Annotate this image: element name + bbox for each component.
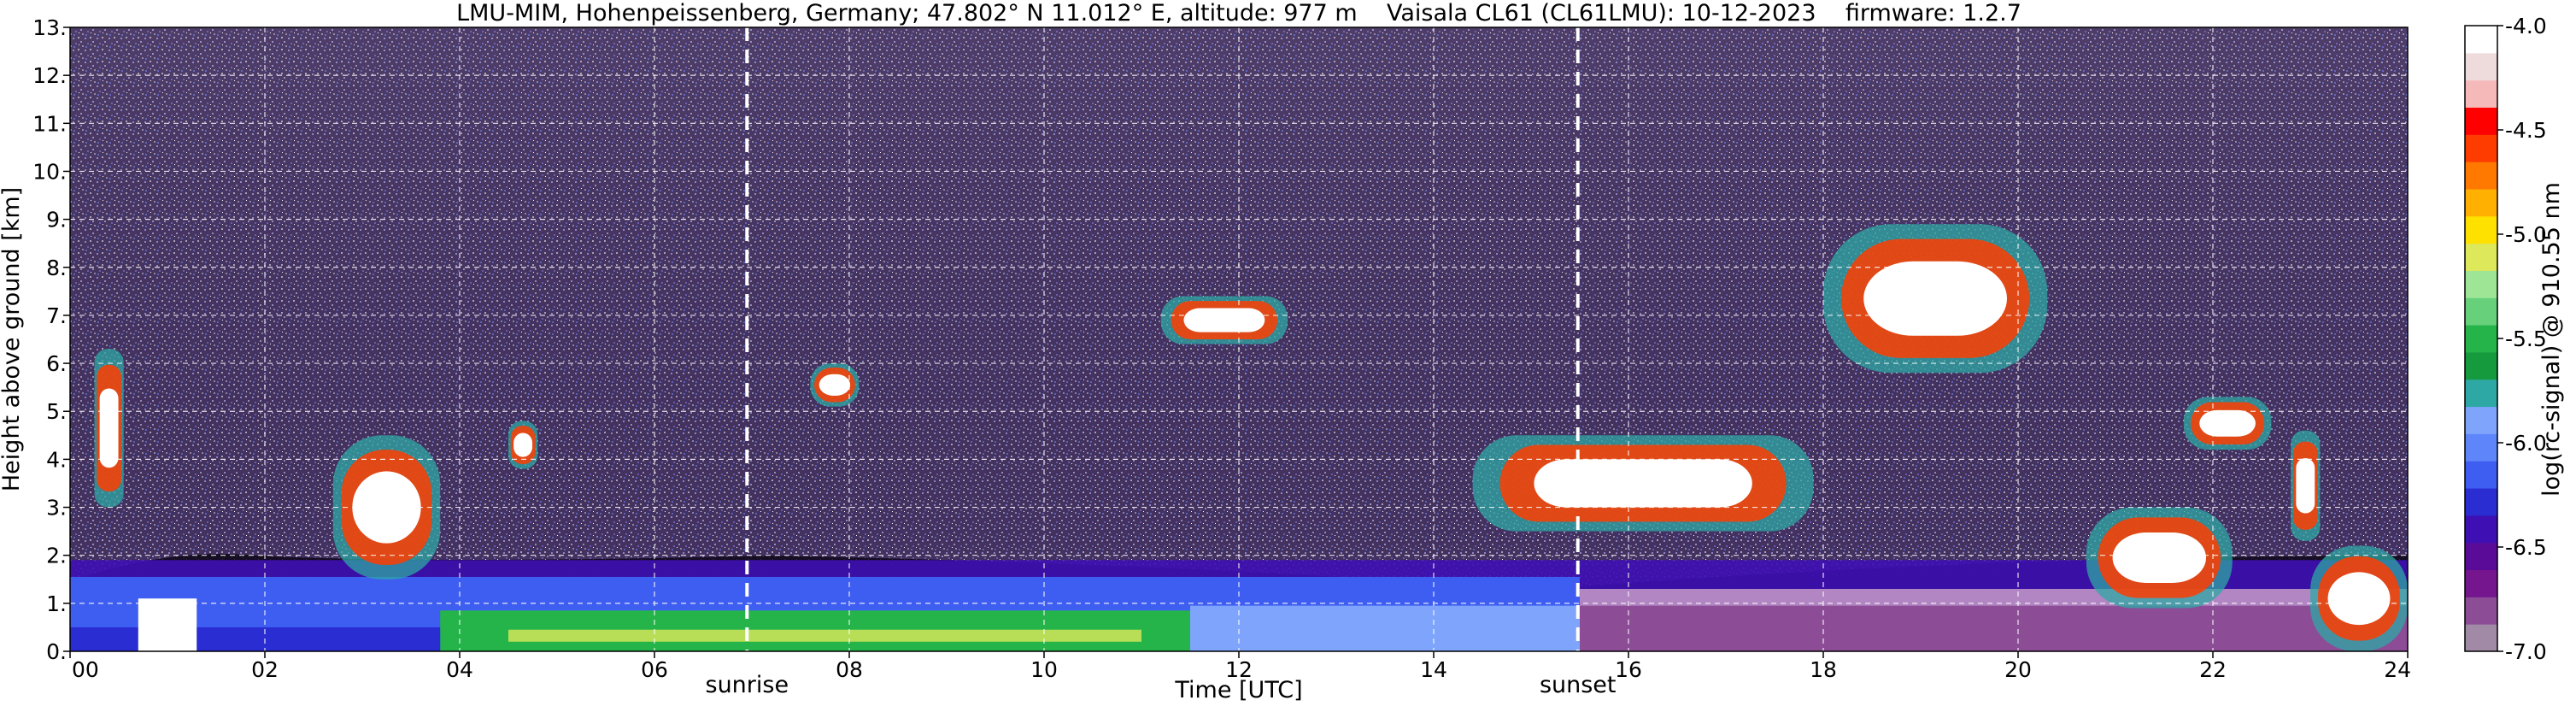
cloud-layer	[332, 435, 441, 580]
colorbar-segment	[2465, 488, 2497, 516]
cloud-layer	[2291, 430, 2321, 541]
cloud-layer	[94, 349, 124, 508]
cloud-layer	[1472, 435, 1814, 532]
x-axis: 00 02 04 06 08 10 12 14 16 18 20 22 24	[69, 651, 2411, 682]
cloud-layer	[1823, 224, 2048, 374]
colorbar-tick-label: -5.0	[2505, 222, 2547, 247]
colorbar-segment	[2465, 624, 2497, 652]
y-tick-label: 6.	[46, 351, 67, 376]
y-tick-label: 8.	[46, 256, 67, 280]
sun-markers: sunrise sunset	[706, 27, 1617, 698]
colorbar-tick-label: -7.0	[2505, 639, 2547, 664]
colorbar-segment	[2465, 297, 2497, 326]
colorbar-segment	[2465, 597, 2497, 625]
colorbar: -4.0 -4.5 -5.0 -5.5 -6.0 -6.5 -7.0	[2464, 14, 2547, 664]
y-tick-label: 2.	[46, 544, 67, 568]
colorbar-segment	[2465, 379, 2497, 408]
colorbar-segment	[2465, 215, 2497, 244]
cloud-layer	[810, 363, 860, 407]
x-tick-label: 16	[1615, 657, 1642, 682]
x-tick-label: 20	[2004, 657, 2032, 682]
x-tick-label: 22	[2199, 657, 2227, 682]
colorbar-segment	[2465, 26, 2497, 54]
cloud-layer	[2183, 397, 2272, 450]
y-tick-label: 4.	[46, 447, 67, 472]
colorbar-segment	[2465, 107, 2497, 135]
x-tick-label: 24	[2384, 657, 2411, 682]
cloud-layer	[508, 421, 538, 469]
colorbar-segment	[2465, 351, 2497, 380]
colorbar-label: log(rc-signal) @ 910.55 nm	[2538, 182, 2565, 497]
colorbar-segment	[2465, 515, 2497, 544]
x-tick-label: 12	[1225, 657, 1253, 682]
sun-marker-label: sunrise	[706, 672, 789, 698]
colorbar-tick-label: -4.5	[2505, 118, 2547, 143]
y-tick-label: 11.	[32, 111, 67, 136]
y-axis: 0. 1. 2. 3. 4. 5. 6. 7. 8. 9. 10. 11. 12. 13.	[32, 15, 70, 664]
colorbar-segment	[2465, 243, 2497, 271]
colorbar-segment	[2465, 406, 2497, 434]
cloud-layer	[2086, 507, 2233, 609]
y-tick-label: 5.	[46, 399, 67, 424]
x-tick-label: 08	[836, 657, 863, 682]
y-tick-label: 12.	[32, 63, 67, 88]
x-tick-label: 14	[1420, 657, 1447, 682]
colorbar-segment	[2465, 188, 2497, 217]
colorbar-segment	[2465, 569, 2497, 597]
colorbar-segment	[2465, 325, 2497, 353]
x-tick-label: 00	[72, 657, 99, 682]
y-tick-label: 0.	[46, 639, 67, 664]
colorbar-segment	[2465, 270, 2497, 298]
colorbar-tick-label: -5.5	[2505, 327, 2547, 351]
colorbar-segment	[2465, 52, 2497, 81]
x-tick-label: 18	[1810, 657, 1837, 682]
colorbar-tick-label: -6.5	[2505, 535, 2547, 560]
chart-title: LMU-MIM, Hohenpeissenberg, Germany; 47.8…	[456, 0, 2021, 26]
cloud-layer	[1160, 296, 1288, 344]
sun-marker-label: sunset	[1540, 672, 1617, 698]
colorbar-segment	[2465, 162, 2497, 190]
y-tick-label: 10.	[32, 159, 67, 184]
x-tick-label: 06	[641, 657, 668, 682]
grid-lines	[70, 27, 2408, 651]
colorbar-segment	[2465, 134, 2497, 162]
y-tick-label: 9.	[46, 208, 67, 232]
colorbar-segment	[2465, 79, 2497, 108]
x-tick-label: 10	[1030, 657, 1058, 682]
y-tick-label: 1.	[46, 591, 67, 616]
y-tick-label: 13.	[32, 15, 67, 40]
cloud-layer	[2310, 545, 2408, 651]
colorbar-tick-label: -4.0	[2505, 14, 2547, 38]
y-tick-label: 7.	[46, 303, 67, 328]
y-tick-label: 3.	[46, 496, 67, 521]
x-axis-label: Time [UTC]	[1174, 677, 1302, 703]
colorbar-tick-label: -6.0	[2505, 431, 2547, 456]
y-axis-label: Height above ground [km]	[0, 187, 25, 491]
colorbar-segment	[2465, 542, 2497, 571]
x-tick-label: 04	[446, 657, 473, 682]
colorbar-segment	[2465, 461, 2497, 489]
x-tick-label: 02	[251, 657, 279, 682]
colorbar-segment	[2465, 433, 2497, 462]
